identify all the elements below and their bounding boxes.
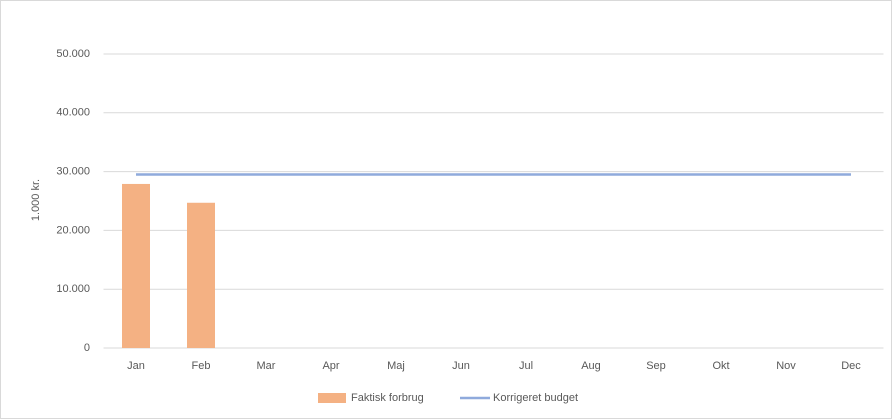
x-tick-label: Maj bbox=[387, 360, 405, 372]
bar bbox=[187, 202, 215, 348]
x-tick-label: Nov bbox=[776, 360, 796, 372]
x-tick-label: Jun bbox=[452, 360, 470, 372]
x-tick-label: Aug bbox=[581, 360, 601, 372]
y-tick-label: 40.000 bbox=[56, 107, 90, 119]
x-tick-label: Jul bbox=[519, 360, 533, 372]
x-tick-label: Mar bbox=[257, 360, 276, 372]
x-tick-label: Dec bbox=[841, 360, 861, 372]
legend-label: Korrigeret budget bbox=[493, 392, 578, 404]
y-axis-label: 1.000 kr. bbox=[30, 179, 42, 221]
x-tick-label: Okt bbox=[712, 360, 729, 372]
y-tick-label: 20.000 bbox=[56, 224, 90, 236]
x-tick-label: Sep bbox=[646, 360, 666, 372]
y-tick-label: 50.000 bbox=[56, 48, 90, 60]
y-tick-label: 10.000 bbox=[56, 283, 90, 295]
y-tick-label: 0 bbox=[84, 342, 90, 354]
x-tick-label: Feb bbox=[192, 360, 211, 372]
y-tick-label: 30.000 bbox=[56, 166, 90, 178]
legend-label: Faktisk forbrug bbox=[351, 392, 424, 404]
x-tick-label: Apr bbox=[322, 360, 339, 372]
x-tick-label: Jan bbox=[127, 360, 145, 372]
legend-swatch bbox=[318, 393, 346, 403]
bar bbox=[122, 183, 150, 348]
